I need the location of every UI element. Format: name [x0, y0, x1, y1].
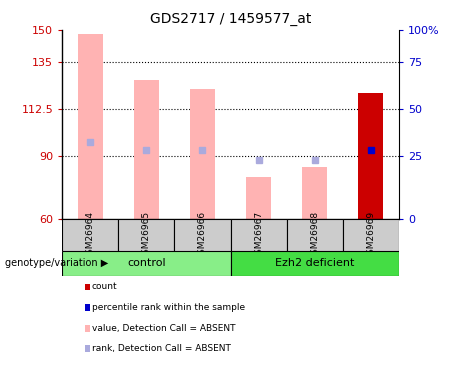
Text: genotype/variation ▶: genotype/variation ▶	[5, 258, 108, 268]
Text: GSM26966: GSM26966	[198, 211, 207, 260]
Bar	[77, 34, 103, 219]
Bar	[358, 93, 384, 219]
Bar	[174, 219, 230, 251]
Text: value, Detection Call = ABSENT: value, Detection Call = ABSENT	[92, 324, 236, 333]
Text: Ezh2 deficient: Ezh2 deficient	[275, 258, 355, 268]
Bar	[62, 251, 230, 276]
Text: GSM26968: GSM26968	[310, 211, 319, 260]
Text: rank, Detection Call = ABSENT: rank, Detection Call = ABSENT	[92, 344, 231, 353]
Text: percentile rank within the sample: percentile rank within the sample	[92, 303, 245, 312]
Bar	[190, 89, 215, 219]
Bar	[246, 177, 271, 219]
Bar	[134, 81, 159, 219]
Text: GSM26969: GSM26969	[366, 211, 375, 260]
Text: control: control	[127, 258, 165, 268]
Text: count: count	[92, 282, 118, 291]
Bar	[118, 219, 174, 251]
Text: GSM26965: GSM26965	[142, 211, 151, 260]
Bar	[287, 219, 343, 251]
Bar	[302, 167, 327, 219]
Bar	[230, 219, 287, 251]
Bar	[62, 219, 118, 251]
Bar	[343, 219, 399, 251]
Text: GSM26967: GSM26967	[254, 211, 263, 260]
Title: GDS2717 / 1459577_at: GDS2717 / 1459577_at	[150, 12, 311, 26]
Bar	[230, 251, 399, 276]
Text: GSM26964: GSM26964	[86, 211, 95, 260]
